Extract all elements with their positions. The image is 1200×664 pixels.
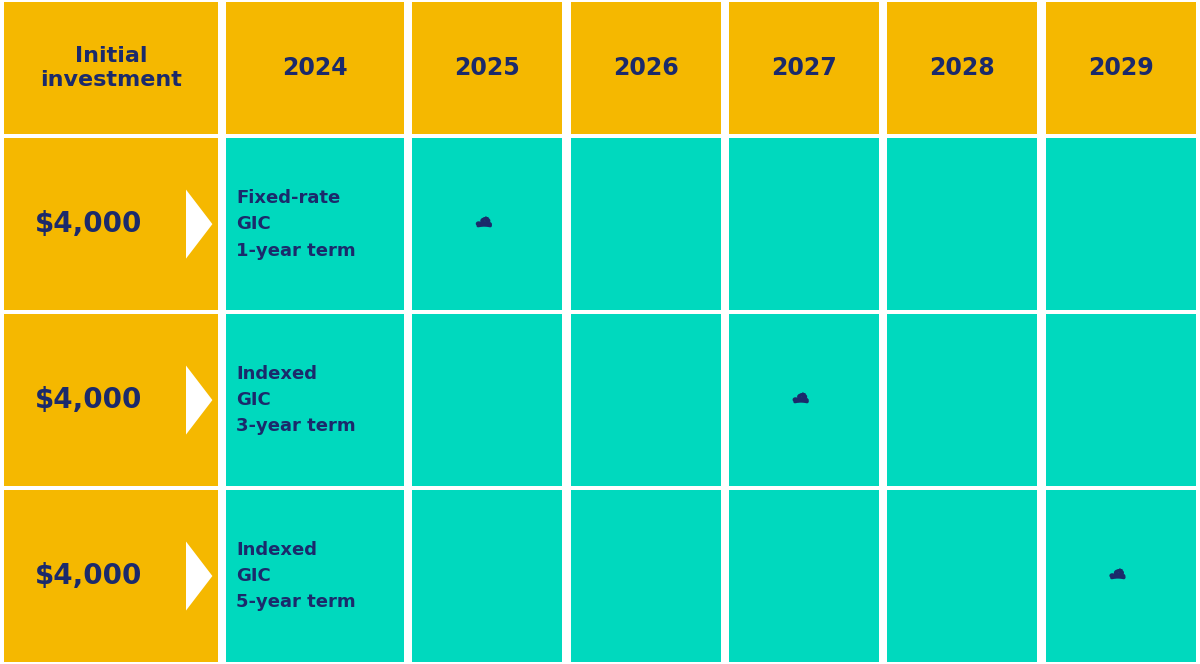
FancyBboxPatch shape <box>413 138 562 309</box>
FancyBboxPatch shape <box>226 314 403 485</box>
FancyBboxPatch shape <box>888 314 1037 485</box>
FancyBboxPatch shape <box>413 3 562 134</box>
FancyBboxPatch shape <box>413 314 562 485</box>
FancyBboxPatch shape <box>226 138 403 309</box>
Polygon shape <box>186 542 212 611</box>
Text: 2025: 2025 <box>455 56 520 80</box>
FancyBboxPatch shape <box>571 138 720 309</box>
Text: $4,000: $4,000 <box>35 386 143 414</box>
Text: $: $ <box>1115 568 1123 578</box>
FancyBboxPatch shape <box>888 3 1037 134</box>
FancyBboxPatch shape <box>1046 314 1195 485</box>
FancyBboxPatch shape <box>571 314 720 485</box>
FancyBboxPatch shape <box>5 490 218 661</box>
FancyBboxPatch shape <box>888 138 1037 309</box>
FancyBboxPatch shape <box>226 490 403 661</box>
Polygon shape <box>186 189 212 258</box>
FancyBboxPatch shape <box>413 490 562 661</box>
Text: $4,000: $4,000 <box>35 562 143 590</box>
FancyBboxPatch shape <box>888 490 1037 661</box>
FancyBboxPatch shape <box>571 490 720 661</box>
Text: Initial
investment: Initial investment <box>40 46 182 90</box>
Text: Fixed-rate
GIC
1-year term: Fixed-rate GIC 1-year term <box>236 189 356 260</box>
Polygon shape <box>186 365 212 434</box>
Text: $: $ <box>481 216 490 226</box>
Text: 2028: 2028 <box>930 56 995 80</box>
FancyBboxPatch shape <box>226 3 403 134</box>
Text: $: $ <box>798 392 806 402</box>
Text: 2024: 2024 <box>282 56 348 80</box>
Text: Indexed
GIC
5-year term: Indexed GIC 5-year term <box>236 540 356 612</box>
Text: 2026: 2026 <box>613 56 678 80</box>
Text: 2027: 2027 <box>772 56 836 80</box>
FancyBboxPatch shape <box>728 490 878 661</box>
FancyBboxPatch shape <box>571 3 720 134</box>
FancyBboxPatch shape <box>728 138 878 309</box>
FancyBboxPatch shape <box>5 3 218 134</box>
Text: $4,000: $4,000 <box>35 210 143 238</box>
FancyBboxPatch shape <box>728 3 878 134</box>
Text: 2029: 2029 <box>1088 56 1153 80</box>
FancyBboxPatch shape <box>728 314 878 485</box>
Text: Indexed
GIC
3-year term: Indexed GIC 3-year term <box>236 365 356 436</box>
FancyBboxPatch shape <box>1046 3 1195 134</box>
FancyBboxPatch shape <box>1046 490 1195 661</box>
FancyBboxPatch shape <box>5 314 218 485</box>
FancyBboxPatch shape <box>1046 138 1195 309</box>
FancyBboxPatch shape <box>5 138 218 309</box>
